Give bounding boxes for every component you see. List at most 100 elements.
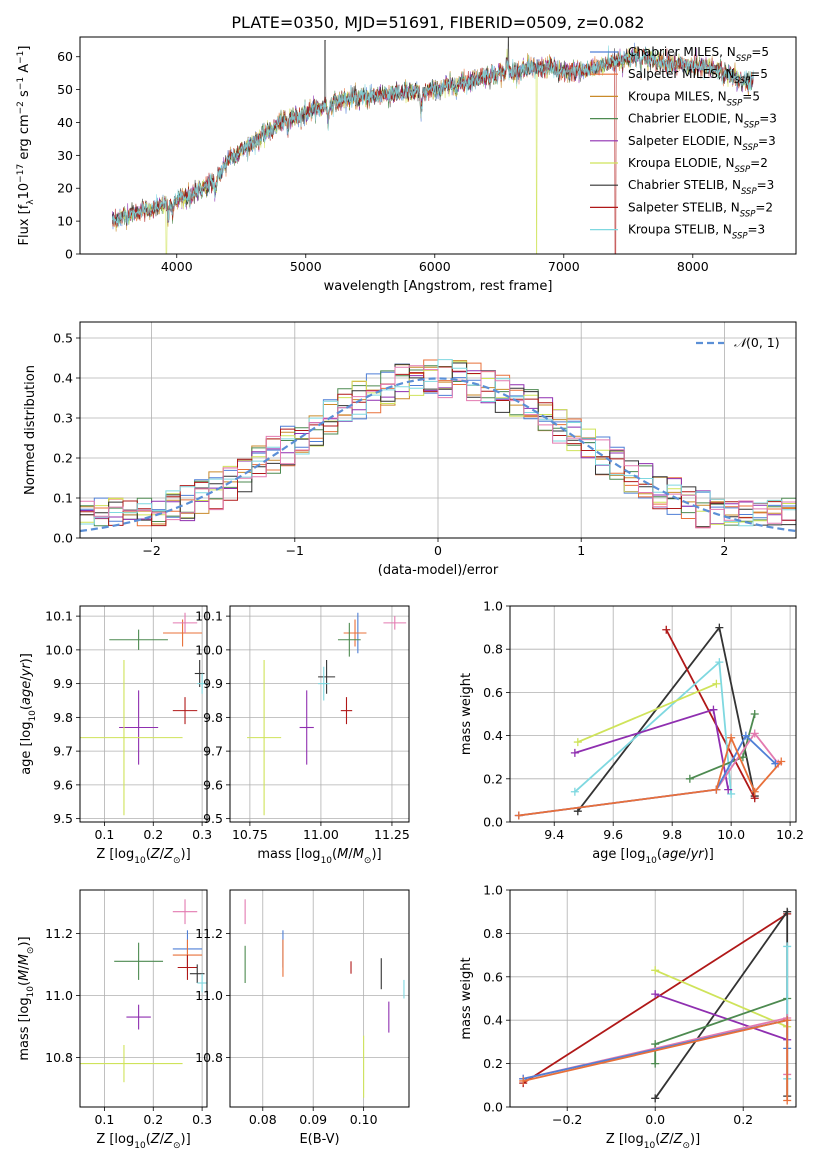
legend-entry: Salpeter MILES, NSSP=5	[628, 67, 768, 86]
axes-frame	[509, 605, 797, 823]
weight-marker	[712, 785, 721, 794]
weight-marker	[573, 738, 582, 747]
weight-marker	[651, 1059, 660, 1068]
weight-marker	[783, 1016, 792, 1025]
x-tick-label: 0.1	[94, 1112, 114, 1127]
weight-marker	[727, 789, 736, 798]
x-axis-label: age [log10(age/yr)]	[592, 847, 714, 866]
axes-frame	[79, 321, 797, 539]
x-tick-label: 11.25	[374, 827, 410, 842]
y-tick-label: 11.2	[195, 926, 223, 941]
y-tick-label: 60	[57, 49, 73, 64]
axes-frame	[79, 889, 208, 1108]
weight-marker	[771, 759, 780, 768]
y-axis-label: mass weight	[459, 673, 474, 755]
x-tick-label: −0.2	[552, 1112, 582, 1127]
y-tick-label: 30	[57, 148, 73, 163]
weight-marker	[651, 1094, 660, 1103]
legend-entry: Chabrier STELIB, NSSP=3	[628, 178, 774, 197]
weight-marker	[715, 623, 724, 632]
x-axis-label: Z [log10(Z/Z⊙)]	[606, 1132, 700, 1151]
weight-line-salpeter-elodie	[654, 993, 788, 1041]
y-tick-label: 0.4	[483, 728, 503, 743]
y-tick-label: 9.8	[203, 710, 223, 725]
x-axis-label: E(B-V)	[299, 1132, 339, 1147]
figure-title: PLATE=0350, MJD=51691, FIBERID=0509, z=0…	[231, 13, 644, 32]
mass_vs_Z-panel: 0.1 0.2 0.3 10.8 11.0 11.2 Z [log10(Z/Z⊙)] mass…	[17, 889, 212, 1151]
weight-marker	[783, 942, 792, 951]
y-tick-label: 0.4	[483, 1013, 503, 1028]
y-tick-label: 9.7	[203, 744, 223, 759]
x-tick-label: 0.2	[143, 827, 163, 842]
age_vs_mass-panel: 10.75 11.00 11.25 9.5 9.6 9.7 9.8 9.9 10.0 10.1 ma…	[195, 605, 410, 866]
x-axis-label: mass [log10(M/M⊙)]	[257, 847, 381, 866]
weight-marker	[651, 966, 660, 975]
y-tick-label: 10.0	[45, 642, 73, 657]
x-tick-label: 0.2	[733, 1112, 753, 1127]
y-tick-label: 0.6	[483, 685, 503, 700]
mass_vs_ebv-panel: 0.08 0.09 0.10 10.8 11.0 11.2 E(B-V)	[195, 889, 410, 1147]
axes-frame	[509, 889, 797, 1108]
y-tick-label: 0.0	[483, 1100, 503, 1115]
y-tick-label: 0.6	[483, 969, 503, 984]
legend-entry: Chabrier ELODIE, NSSP=3	[628, 112, 777, 131]
y-tick-label: 0.8	[483, 642, 503, 657]
weight-marker	[750, 710, 759, 718]
y-axis-label: Normed distribution	[23, 365, 38, 495]
x-tick-label: 10.75	[232, 827, 268, 842]
y-tick-label: 0.2	[483, 771, 503, 786]
x-tick-label: 9.6	[603, 827, 623, 842]
x-tick-label: 4000	[161, 259, 193, 274]
weight-marker	[662, 625, 671, 634]
y-tick-label: 0.4	[53, 371, 73, 386]
y-tick-label: 50	[57, 82, 73, 97]
age_vs_Z-plot-area	[80, 612, 207, 816]
y-tick-label: 9.8	[53, 710, 73, 725]
legend-entry: Kroupa MILES, NSSP=5	[628, 89, 760, 108]
x-tick-label: 0.3	[192, 827, 212, 842]
weight-line-kroupa-elodie	[577, 682, 717, 743]
x-tick-label: 0.2	[143, 1112, 163, 1127]
weight-marker	[783, 907, 792, 916]
weight_vs_Z-plot-area	[519, 907, 792, 1105]
weight_vs_age-panel: 9.4 9.6 9.8 10.0 10.2 0.0 0.2 0.4 0.6 0.8 1.0 age […	[459, 599, 804, 867]
y-tick-label: 9.9	[53, 676, 73, 691]
legend-entry: 𝒩(0, 1)	[734, 335, 780, 350]
y-tick-label: 0.0	[483, 815, 503, 830]
y-tick-label: 11.2	[45, 926, 73, 941]
y-tick-label: 0.2	[53, 451, 73, 466]
weight-marker	[750, 729, 759, 738]
y-axis-label: mass weight	[459, 957, 474, 1039]
x-axis-label: Z [log10(Z/Z⊙)]	[96, 1132, 190, 1151]
x-tick-label: −2	[142, 543, 160, 558]
x-tick-label: −1	[286, 543, 304, 558]
spectrum-plot-area	[112, 37, 754, 254]
legend-entry: Kroupa ELODIE, NSSP=2	[628, 156, 768, 175]
y-tick-label: 10.8	[45, 1050, 73, 1065]
y-tick-label: 9.7	[53, 744, 73, 759]
axes-frame	[229, 605, 410, 823]
x-tick-label: 0.10	[350, 1112, 378, 1127]
weight-marker	[709, 705, 718, 714]
x-tick-label: 8000	[677, 259, 709, 274]
spectrum-panel: 4000 5000 6000 7000 8000 0 10 20 30 40 50 60 wavelen…	[16, 36, 797, 294]
weight-marker	[777, 757, 786, 766]
weight-line-salpeter-elodie	[574, 708, 730, 790]
y-tick-label: 1.0	[483, 599, 503, 614]
y-tick-label: 0.8	[483, 926, 503, 941]
weight-marker	[715, 658, 724, 667]
age_vs_mass-plot-area	[247, 612, 407, 816]
y-tick-label: 11.0	[195, 988, 223, 1003]
weight-marker	[514, 811, 523, 820]
weight-line-salpeter-miles	[518, 735, 782, 817]
y-tick-label: 0.0	[53, 531, 73, 546]
weight-line-salpeter-stelib	[522, 913, 788, 1084]
age_vs_Z-panel: 0.1 0.2 0.3 9.5 9.6 9.7 9.8 9.9 10.0 10.1 Z [log10…	[19, 605, 212, 866]
weight-line-salpeter-stelib	[665, 629, 756, 799]
y-tick-label: 9.5	[203, 811, 223, 826]
legend-entry: Salpeter ELODIE, NSSP=3	[628, 134, 776, 153]
y-tick-label: 0.1	[53, 491, 73, 506]
y-tick-label: 40	[57, 115, 73, 130]
y-tick-label: 0.3	[53, 411, 73, 426]
residuals-plot-area	[80, 359, 796, 538]
